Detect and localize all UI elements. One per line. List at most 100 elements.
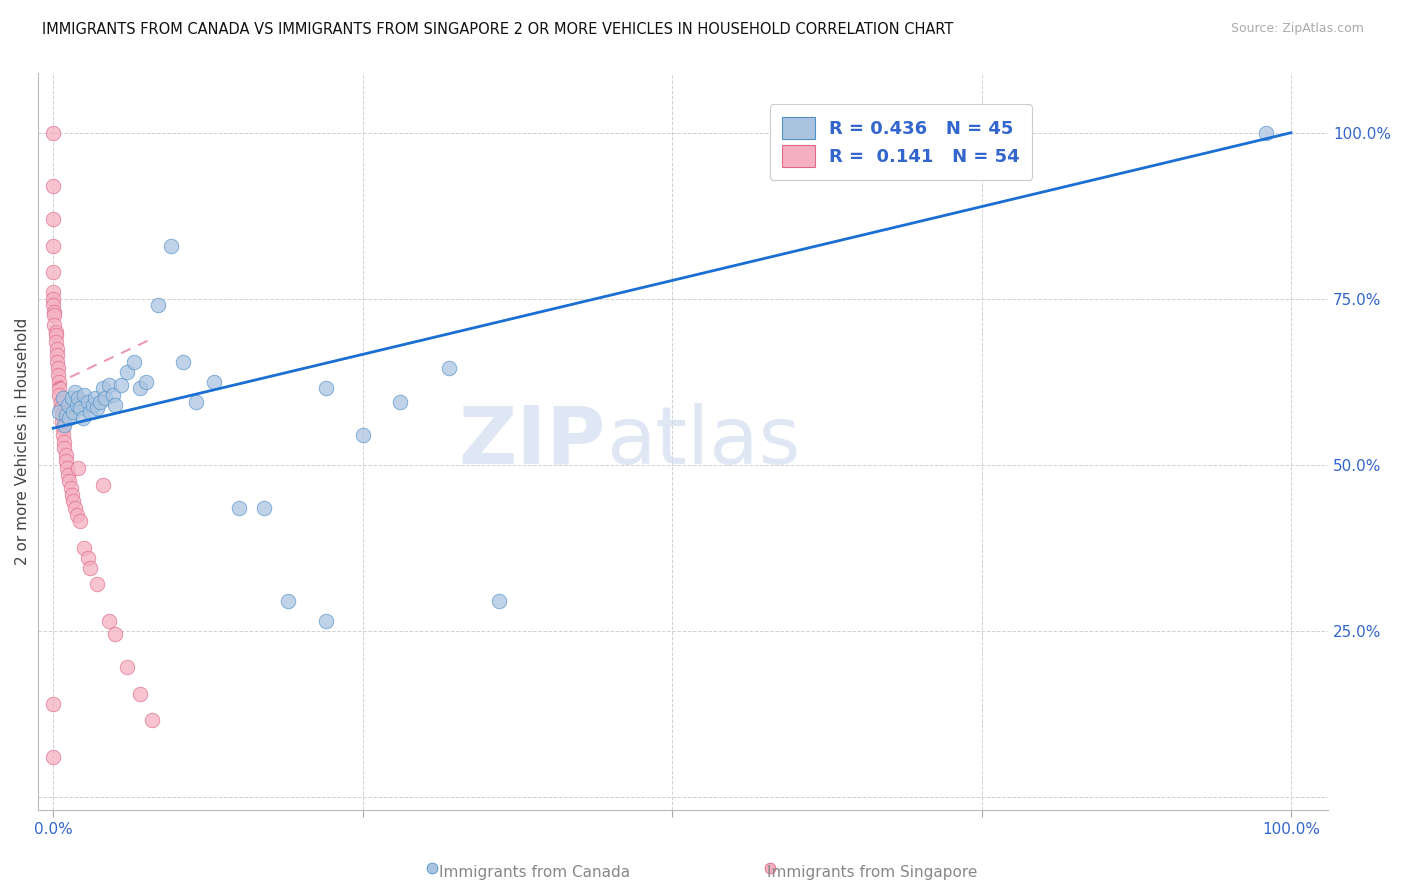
Y-axis label: 2 or more Vehicles in Household: 2 or more Vehicles in Household	[15, 318, 30, 566]
Text: ZIP: ZIP	[458, 402, 606, 481]
Point	[42, 750, 65, 764]
Point	[439, 361, 461, 376]
Point	[48, 388, 70, 402]
Point	[42, 126, 65, 140]
Point	[76, 394, 98, 409]
Point	[91, 477, 114, 491]
Text: Immigrants from Canada: Immigrants from Canada	[439, 865, 630, 880]
Point	[53, 441, 76, 455]
Point	[56, 461, 79, 475]
Point	[128, 381, 150, 395]
Point	[172, 355, 194, 369]
Point	[91, 381, 114, 395]
Point	[42, 238, 65, 252]
Point	[51, 408, 73, 422]
Point	[128, 687, 150, 701]
Text: atlas: atlas	[606, 402, 800, 481]
Point	[60, 392, 83, 406]
Point	[73, 541, 96, 555]
Point	[52, 421, 75, 435]
Point	[388, 394, 411, 409]
Point	[315, 614, 337, 628]
Point	[65, 500, 87, 515]
Point	[117, 660, 139, 674]
Point	[101, 388, 124, 402]
Point	[66, 461, 89, 475]
Point	[89, 394, 111, 409]
Point	[104, 398, 127, 412]
Text: IMMIGRANTS FROM CANADA VS IMMIGRANTS FROM SINGAPORE 2 OR MORE VEHICLES IN HOUSEH: IMMIGRANTS FROM CANADA VS IMMIGRANTS FRO…	[42, 22, 953, 37]
Legend: R = 0.436   N = 45, R =  0.141   N = 54: R = 0.436 N = 45, R = 0.141 N = 54	[769, 104, 1032, 180]
Point	[86, 577, 108, 591]
Point	[48, 404, 70, 418]
Point	[42, 178, 65, 193]
Point	[42, 285, 65, 299]
Point	[277, 594, 299, 608]
Point	[46, 368, 69, 383]
Point	[184, 394, 207, 409]
Point	[66, 508, 89, 522]
Point	[122, 355, 145, 369]
Point	[84, 392, 107, 406]
Point	[55, 454, 77, 468]
Point	[252, 500, 274, 515]
Point	[62, 494, 84, 508]
Point	[45, 334, 67, 349]
Point	[42, 292, 65, 306]
Point	[48, 375, 70, 389]
Point	[759, 862, 782, 876]
Point	[55, 448, 77, 462]
Point	[228, 500, 250, 515]
Point	[45, 328, 67, 343]
Point	[42, 697, 65, 711]
Point	[141, 714, 163, 728]
Point	[56, 398, 79, 412]
Point	[44, 305, 66, 319]
Point	[60, 488, 83, 502]
Point	[79, 404, 101, 418]
Point	[52, 428, 75, 442]
Point	[86, 401, 108, 416]
Point	[45, 355, 67, 369]
Point	[69, 401, 91, 416]
Point	[49, 394, 72, 409]
Point	[55, 408, 77, 422]
Point	[72, 411, 94, 425]
Point	[65, 384, 87, 399]
Point	[79, 560, 101, 574]
Point	[66, 392, 89, 406]
Point	[202, 375, 225, 389]
Point	[1256, 126, 1278, 140]
Point	[53, 434, 76, 449]
Point	[94, 392, 117, 406]
Point	[117, 365, 139, 379]
Point	[46, 361, 69, 376]
Point	[315, 381, 337, 395]
Point	[82, 398, 104, 412]
Text: Immigrants from Singapore: Immigrants from Singapore	[766, 865, 977, 880]
Point	[66, 398, 89, 412]
Point	[45, 325, 67, 339]
Point	[104, 627, 127, 641]
Point	[42, 265, 65, 279]
Point	[422, 862, 444, 876]
Point	[59, 481, 82, 495]
Point	[69, 514, 91, 528]
Point	[45, 342, 67, 356]
Point	[135, 375, 157, 389]
Point	[76, 550, 98, 565]
Point	[52, 392, 75, 406]
Point	[97, 614, 120, 628]
Point	[53, 417, 76, 432]
Point	[49, 401, 72, 416]
Point	[148, 298, 170, 312]
Point	[62, 404, 84, 418]
Text: Source: ZipAtlas.com: Source: ZipAtlas.com	[1230, 22, 1364, 36]
Point	[73, 388, 96, 402]
Point	[44, 318, 66, 333]
Point	[51, 415, 73, 429]
Point	[48, 381, 70, 395]
Point	[58, 411, 80, 425]
Point	[56, 467, 79, 482]
Point	[159, 238, 181, 252]
